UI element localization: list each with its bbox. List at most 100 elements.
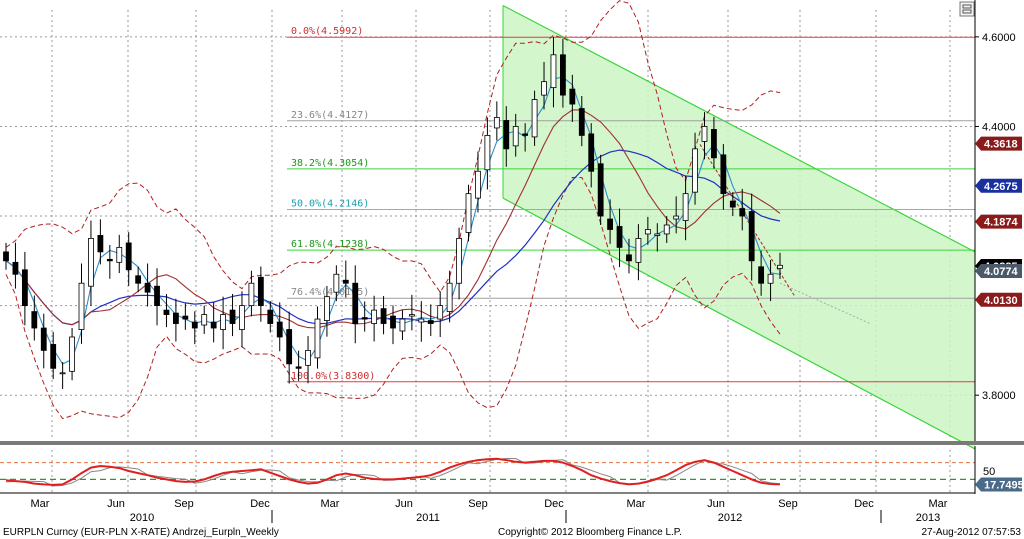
time-tick-label: Jun: [395, 498, 413, 510]
candle-body: [550, 54, 557, 89]
candle: [711, 116, 717, 169]
candle-body: [173, 312, 179, 324]
candle: [125, 232, 132, 286]
candle-body: [21, 269, 28, 307]
candle: [635, 224, 642, 281]
price-tag-label: 4.2675: [984, 181, 1018, 193]
channel-lower: [502, 197, 976, 450]
candle: [446, 270, 453, 323]
fib-label: 23.6%(4.4127): [291, 110, 369, 121]
candle: [69, 328, 75, 381]
time-tick-label: Mar: [627, 498, 646, 510]
candle: [229, 293, 236, 337]
candle-body: [106, 258, 113, 262]
candle: [210, 302, 217, 343]
candle-body: [711, 129, 717, 159]
candle-body: [163, 309, 170, 315]
candle-body: [578, 108, 585, 136]
candle-body: [541, 81, 547, 96]
candle: [106, 245, 113, 279]
fib-label: 61.8%(4.1238): [291, 239, 369, 250]
candle: [673, 196, 680, 234]
candle: [342, 260, 349, 298]
candle: [427, 304, 434, 337]
candle-body: [144, 282, 151, 293]
candle-body: [701, 126, 708, 142]
candle: [437, 291, 444, 337]
time-tick-label: Jun: [707, 498, 725, 510]
candle-body: [125, 242, 132, 271]
price-tag-bg: [975, 263, 1022, 278]
candle-body: [201, 314, 208, 326]
price-tag-bg: [975, 136, 1022, 151]
bollinger-bands: [5, 0, 871, 420]
candle-body: [616, 226, 623, 248]
candle: [267, 301, 274, 333]
candle: [333, 265, 340, 302]
time-tick-label: Mar: [321, 498, 340, 510]
candle: [220, 296, 226, 350]
candle: [399, 310, 406, 340]
fib-label: 0.0%(4.5992): [291, 26, 363, 37]
candle: [607, 199, 613, 244]
candle: [40, 313, 47, 369]
candle: [286, 311, 293, 384]
candle: [626, 238, 632, 274]
candle-body: [257, 276, 264, 307]
candle: [418, 301, 425, 342]
candle: [3, 242, 9, 270]
price-tag-bg: [975, 214, 1022, 229]
projection-line: [779, 282, 871, 324]
candle-body: [154, 285, 160, 307]
panel-separator: [0, 441, 1024, 445]
candle: [135, 266, 142, 293]
candle-body: [295, 366, 302, 369]
candle-body: [626, 254, 632, 262]
fib-label: 50.0%(4.2146): [291, 199, 369, 210]
candle: [191, 311, 198, 345]
chart-settings-icon[interactable]: [959, 1, 975, 17]
price-tag: 4.3618: [975, 136, 1022, 151]
candle: [154, 268, 160, 326]
candle-body: [135, 275, 142, 284]
footer-left: EURPLN Curncy (EUR-PLN X-RATE) Andrzej_E…: [3, 527, 279, 538]
candle-body: [267, 309, 274, 324]
candle-body: [97, 235, 104, 253]
price-tag: 4.2675: [975, 178, 1022, 193]
candle: [701, 112, 708, 160]
candle-body: [512, 126, 519, 147]
candle: [144, 263, 151, 307]
candle-body: [739, 208, 746, 217]
candle: [12, 242, 19, 289]
candle-body: [588, 133, 595, 172]
candle-body: [767, 273, 774, 284]
rsi-last-tag: [975, 477, 1022, 492]
price-tag-label: 4.0130: [984, 295, 1018, 307]
candle-body: [31, 311, 38, 329]
candle-body: [342, 279, 349, 284]
candle-body: [408, 314, 415, 317]
price-tick-label: 4.4000: [982, 121, 1016, 133]
candle-body: [248, 282, 255, 307]
candle: [239, 291, 245, 348]
rsi-last-label: 17.7495: [984, 479, 1024, 491]
candle-body: [503, 120, 510, 150]
candle-body: [465, 193, 472, 233]
candle: [361, 301, 368, 332]
time-tick-label: Dec: [250, 498, 270, 510]
candle: [560, 38, 566, 108]
candle: [588, 123, 595, 188]
year-label: 2012: [718, 512, 742, 524]
candle-body: [182, 315, 189, 320]
candle: [616, 208, 623, 268]
candle-body: [531, 99, 538, 138]
candle: [475, 151, 481, 213]
candle: [88, 220, 94, 306]
price-axis: 4.6000 4.4000 3.8000: [974, 0, 1016, 442]
candle: [295, 350, 302, 381]
candle: [78, 263, 85, 344]
candle: [522, 123, 529, 152]
time-axis: Mar Jun Sep Dec Mar Jun Sep Dec Mar Jun Sep Dec Mar 2…: [0, 492, 975, 524]
candle-body: [191, 321, 198, 329]
